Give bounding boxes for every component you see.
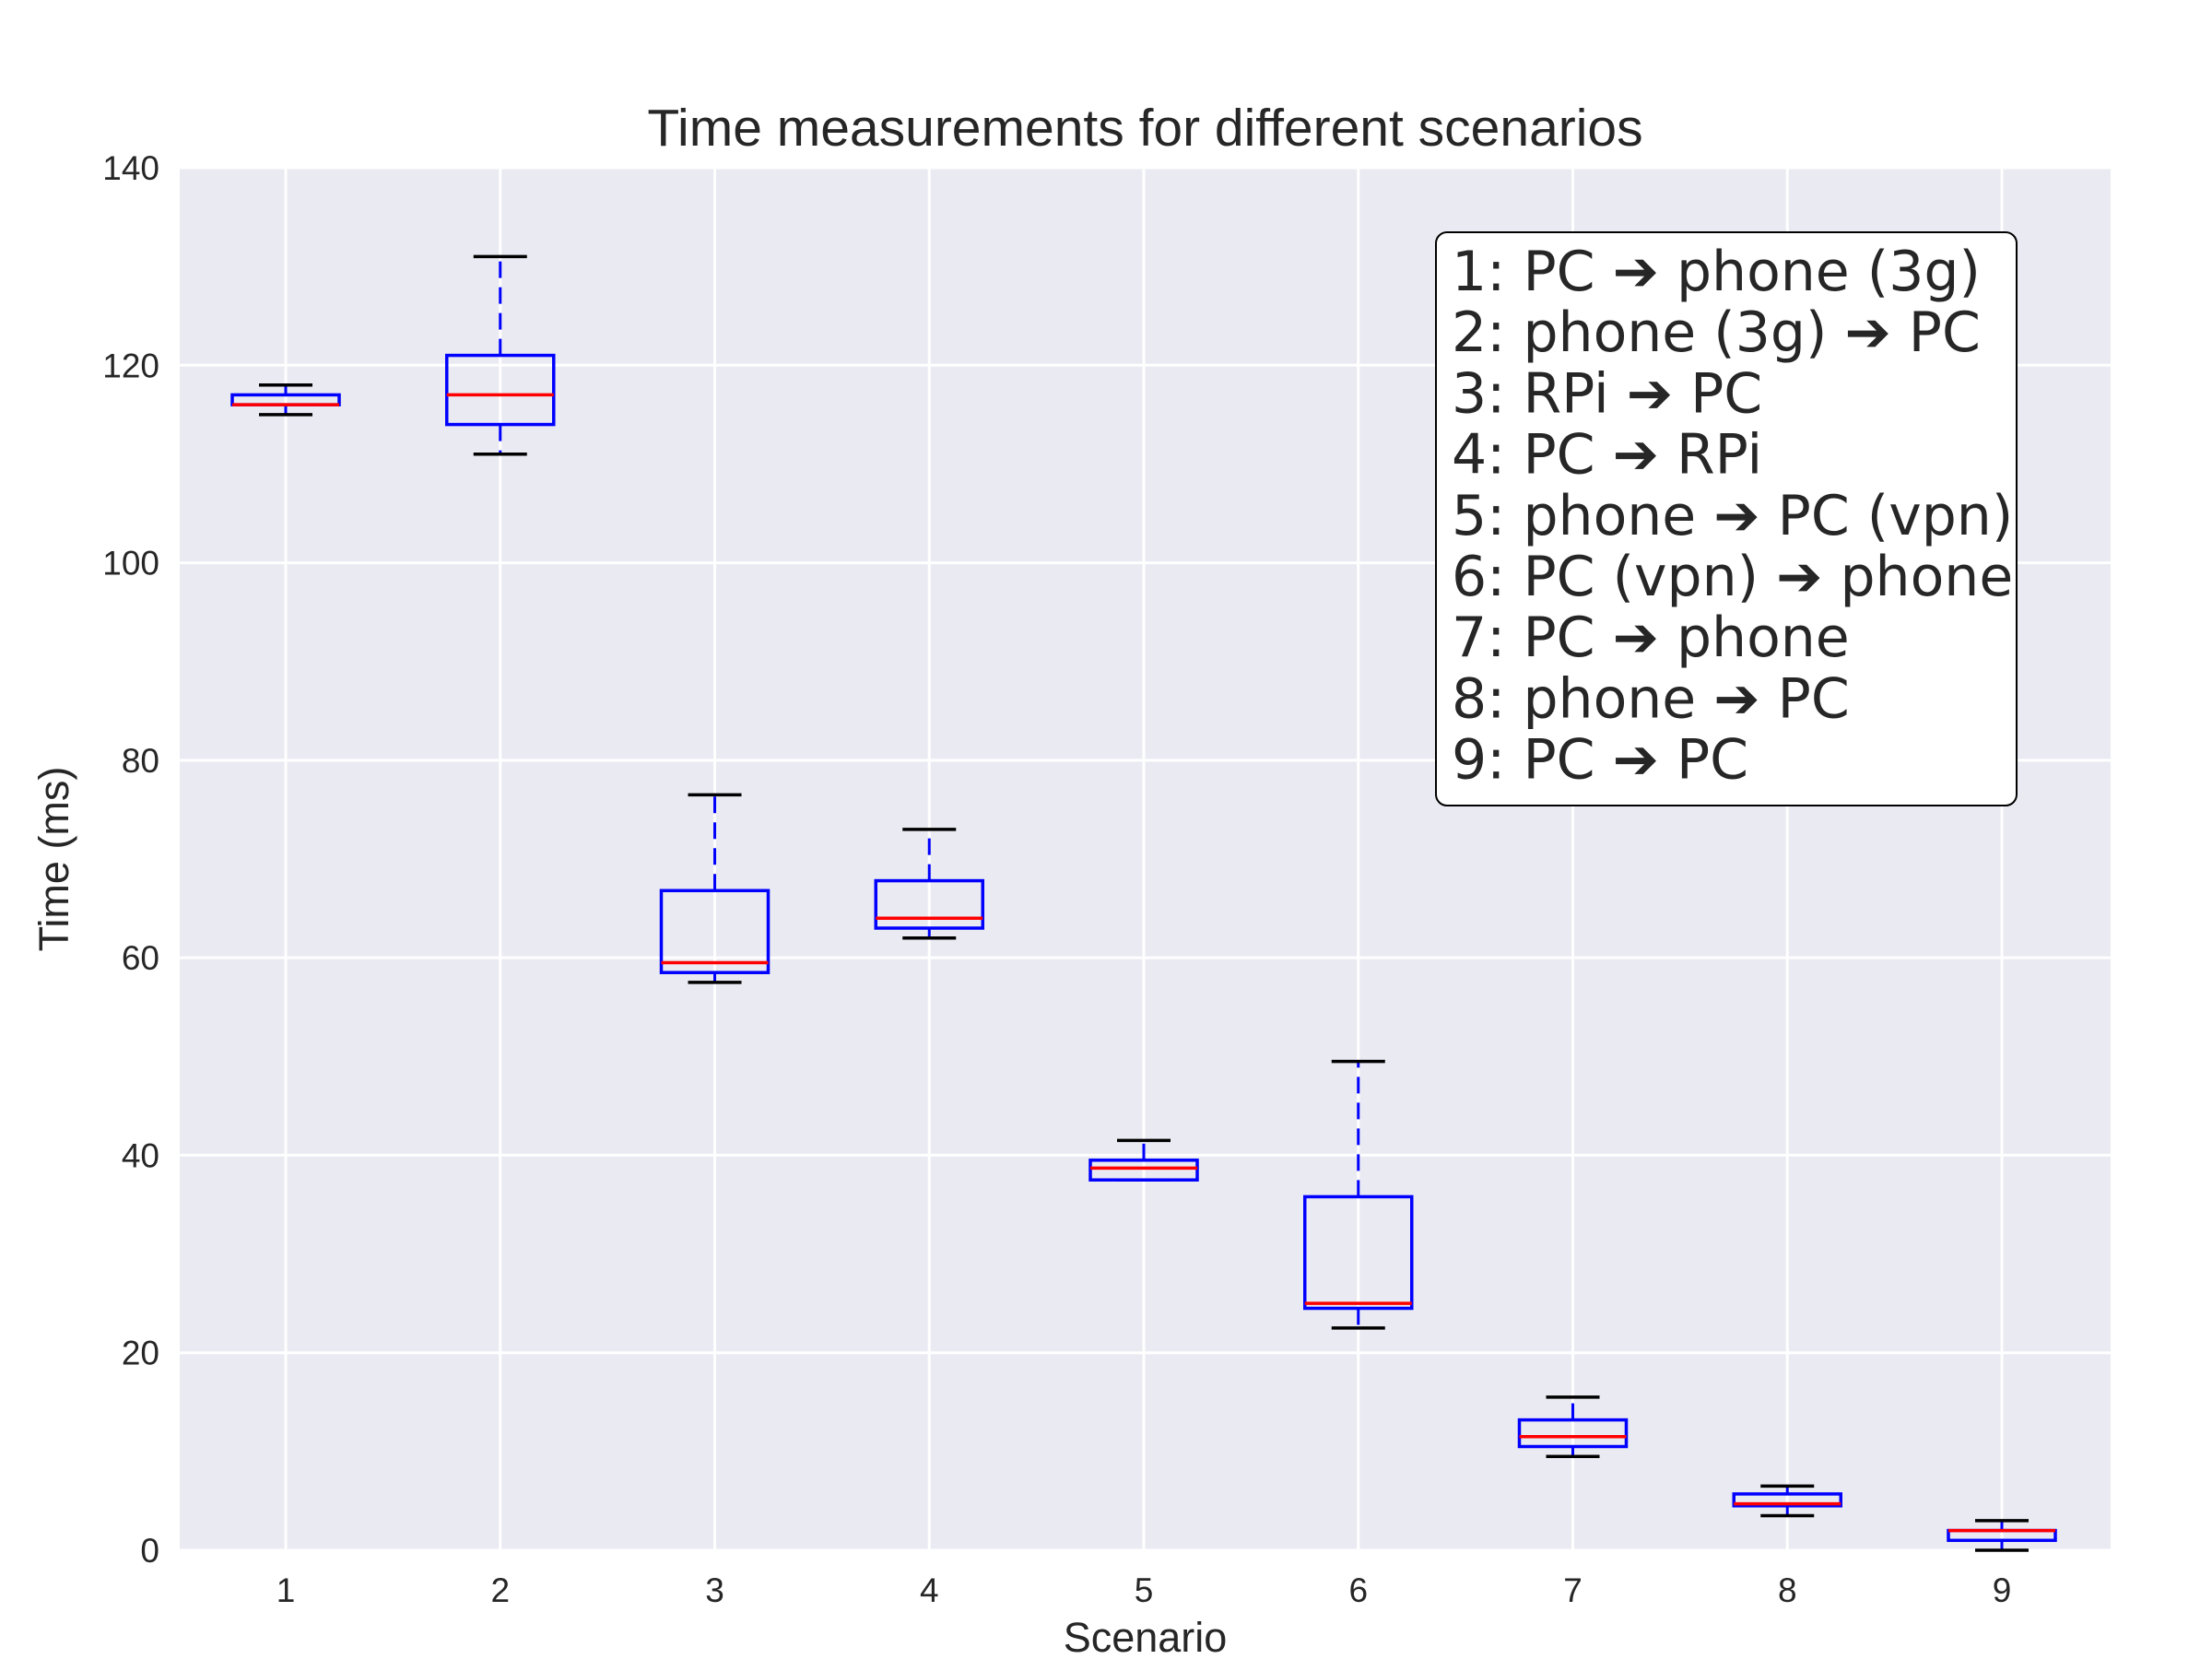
box-group <box>1517 1395 1629 1458</box>
box-iqr <box>1732 1492 1842 1508</box>
box-group <box>874 828 984 940</box>
y-tick-label: 120 <box>102 347 159 384</box>
box-iqr <box>1517 1418 1629 1449</box>
y-tick-label: 100 <box>102 545 159 582</box>
y-tick-label: 40 <box>122 1136 159 1174</box>
y-axis-label: Time (ms) <box>30 767 77 952</box>
x-tick-label: 5 <box>1135 1571 1154 1609</box>
y-axis-ticks: 0 20 40 60 80 100 120 140 <box>102 149 159 1570</box>
x-tick-label: 1 <box>276 1571 296 1609</box>
x-tick-label: 7 <box>1563 1571 1583 1609</box>
y-tick-label: 60 <box>122 939 159 977</box>
box-iqr <box>1088 1159 1199 1182</box>
x-tick-label: 4 <box>920 1571 939 1609</box>
x-tick-label: 6 <box>1348 1571 1368 1609</box>
legend-box <box>1435 231 2018 806</box>
box-iqr <box>659 888 771 974</box>
box-group <box>1088 1138 1199 1182</box>
y-tick-label: 140 <box>102 149 159 187</box>
box-iqr <box>874 878 984 930</box>
legend-entry: 3: RPi ➔ PC <box>1452 361 1762 426</box>
box-group <box>1947 1519 2057 1552</box>
box-group <box>659 793 771 984</box>
y-tick-label: 20 <box>122 1335 159 1372</box>
y-tick-label: 0 <box>140 1532 159 1570</box>
legend-entry: 7: PC ➔ phone <box>1452 606 1850 670</box>
x-tick-label: 9 <box>1993 1571 2012 1609</box>
legend-entry: 9: PC ➔ PC <box>1452 728 1748 793</box>
x-tick-label: 8 <box>1778 1571 1797 1609</box>
x-axis-ticks: 1 2 3 4 5 6 7 8 9 <box>276 1571 2012 1609</box>
legend-entry: 5: phone ➔ PC (vpn) <box>1452 484 2013 548</box>
legend-entry: 4: PC ➔ RPi <box>1452 423 1762 488</box>
legend-entry: 2: phone (3g) ➔ PC <box>1452 300 1981 365</box>
box-iqr <box>1303 1194 1414 1311</box>
y-tick-label: 80 <box>122 742 159 780</box>
legend: 1: PC ➔ phone (3g)2: phone (3g) ➔ PC3: R… <box>1435 231 2018 806</box>
chart-title: Time measurements for different scenario… <box>647 99 1642 158</box>
legend-entry: 1: PC ➔ phone (3g) <box>1452 240 1981 304</box>
x-tick-label: 3 <box>705 1571 724 1609</box>
legend-entry: 6: PC (vpn) ➔ phone <box>1452 545 2013 609</box>
box-group <box>1303 1059 1414 1330</box>
x-tick-label: 2 <box>490 1571 510 1609</box>
box-group <box>230 382 341 417</box>
box-group <box>445 254 556 456</box>
x-axis-label: Scenario <box>1064 1614 1228 1659</box>
box-series <box>230 254 2057 1552</box>
box-group <box>1732 1484 1842 1518</box>
legend-entry: 8: phone ➔ PC <box>1452 666 1850 731</box>
box-iqr <box>445 353 556 427</box>
